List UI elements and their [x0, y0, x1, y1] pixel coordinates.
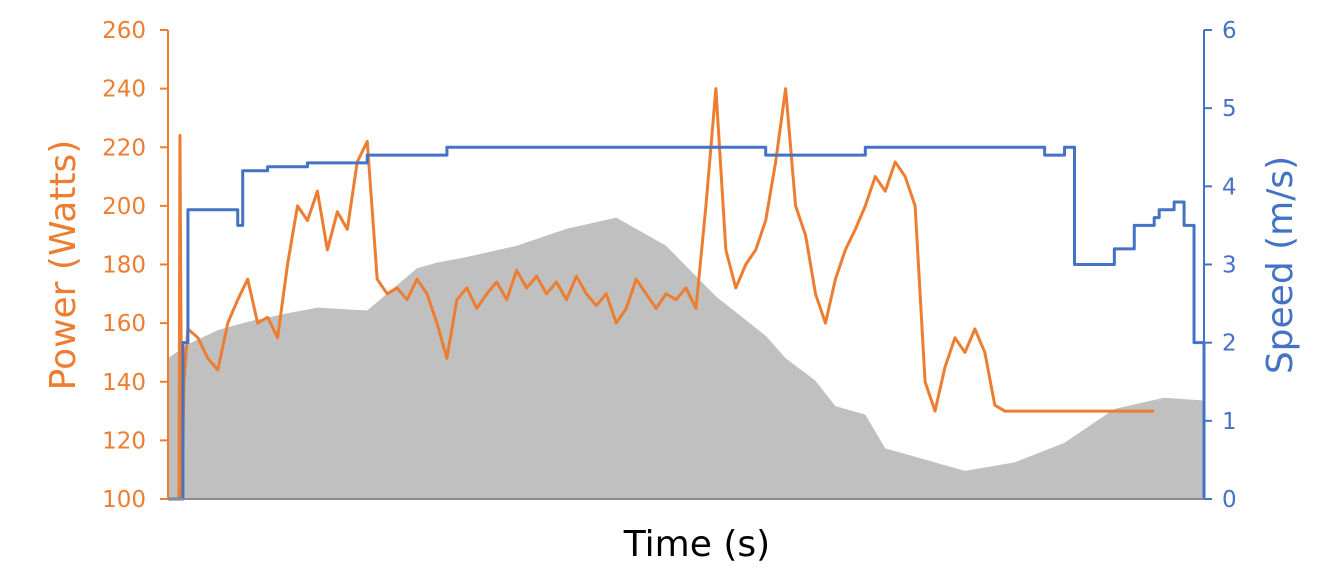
- y-right-tick-label: 2: [1222, 331, 1237, 357]
- y-left-tick-label: 140: [102, 370, 146, 396]
- plot-area: [168, 87, 1206, 501]
- y-left-tick-label: 120: [102, 428, 146, 454]
- y-right-tick-label: 6: [1222, 18, 1237, 44]
- elevation-area: [168, 217, 1204, 499]
- y-left-tick-label: 240: [102, 77, 146, 103]
- y-left-tick-label: 220: [102, 135, 146, 161]
- y-left-axis-title: Power (Watts): [43, 140, 84, 391]
- y-right-tick-label: 0: [1222, 487, 1237, 513]
- y-right-tick-label: 5: [1222, 96, 1237, 122]
- y-left-tick-label: 160: [102, 311, 146, 337]
- y-right-axis-title: Speed (m/s): [1260, 156, 1301, 374]
- x-axis-title: Time (s): [623, 524, 770, 565]
- speed-series-line: [168, 145, 1206, 501]
- y-left-tick-label: 200: [102, 194, 146, 220]
- y-left-tick-label: 260: [102, 18, 146, 44]
- y-left-tick-label: 100: [102, 487, 146, 513]
- y-right-tick-label: 1: [1222, 409, 1237, 435]
- axes: 100 120 140 160 180 200 220 240 260 0 1 2 3 4 5 6: [102, 18, 1237, 513]
- power-series-line: [168, 87, 1155, 501]
- y-left-tick-label: 180: [102, 253, 146, 279]
- y-right-tick-label: 3: [1222, 253, 1237, 279]
- y-right-tick-label: 4: [1222, 174, 1237, 200]
